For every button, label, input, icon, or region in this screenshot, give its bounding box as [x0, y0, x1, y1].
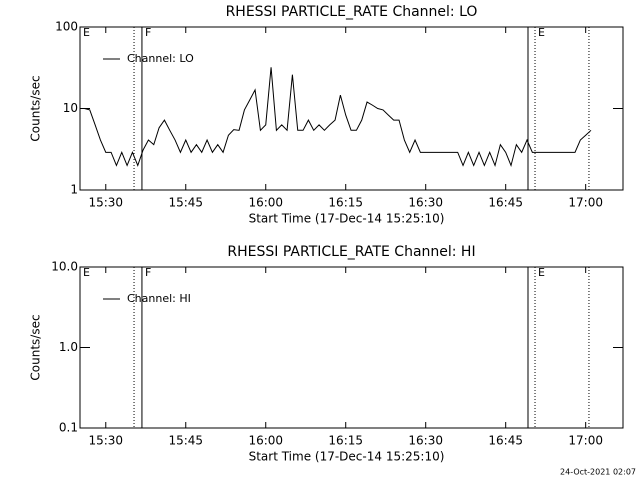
y-axis-label: Counts/sec — [29, 75, 43, 141]
footer: 24-Oct-2021 02:07 — [560, 468, 636, 477]
chart-title: RHESSI PARTICLE_RATE Channel: LO — [226, 4, 478, 20]
x-tick-label: 16:30 — [408, 196, 443, 210]
marker-label: F — [145, 26, 151, 39]
y-tick-label: 1 — [70, 183, 78, 197]
legend-label: Channel: LO — [127, 52, 194, 65]
marker-label: F — [145, 266, 151, 279]
x-axis-label: Start Time (17-Dec-14 15:25:10) — [249, 450, 445, 464]
y-tick-label: 10 — [63, 101, 78, 115]
x-tick-label: 16:00 — [248, 434, 283, 448]
y-axis-label: Counts/sec — [29, 314, 43, 380]
x-tick-label: 15:30 — [88, 196, 123, 210]
x-axis-label: Start Time (17-Dec-14 15:25:10) — [249, 212, 445, 226]
x-tick-label: 15:45 — [168, 196, 203, 210]
x-tick-label: 17:00 — [568, 434, 603, 448]
x-tick-label: 16:15 — [328, 434, 363, 448]
chart-title: RHESSI PARTICLE_RATE Channel: HI — [227, 244, 475, 260]
x-tick-label: 16:15 — [328, 196, 363, 210]
x-tick-label: 16:00 — [248, 196, 283, 210]
y-tick-label: 1.0 — [59, 340, 78, 354]
marker-label: E — [83, 26, 90, 39]
y-tick-label: 0.1 — [59, 421, 78, 435]
legend-label: Channel: HI — [127, 292, 191, 305]
x-tick-label: 16:45 — [488, 196, 523, 210]
data-line — [84, 67, 592, 168]
marker-label: E — [538, 26, 545, 39]
y-tick-label: 10.0 — [51, 260, 78, 274]
marker-label: E — [83, 266, 90, 279]
x-tick-label: 15:45 — [168, 434, 203, 448]
x-tick-label: 16:30 — [408, 434, 443, 448]
x-tick-label: 15:30 — [88, 434, 123, 448]
x-tick-label: 17:00 — [568, 196, 603, 210]
x-tick-label: 16:45 — [488, 434, 523, 448]
y-tick-label: 100 — [55, 20, 78, 34]
marker-label: E — [538, 266, 545, 279]
